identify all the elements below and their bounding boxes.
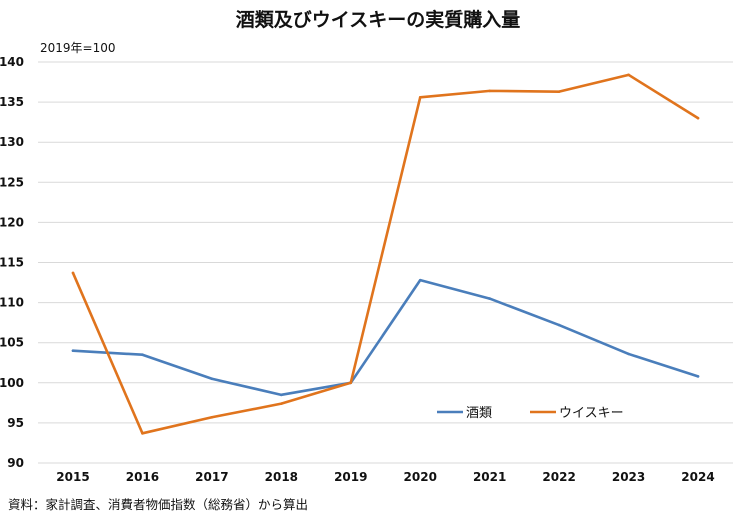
legend: 酒類 ウイスキー [437, 406, 624, 421]
data-point [627, 73, 630, 77]
gridlines [38, 61, 733, 464]
data-point [488, 297, 491, 300]
chart-title: 酒類及びウイスキーの実質購入量 [236, 8, 520, 31]
y-tick-label: 130 [0, 135, 24, 149]
data-point [557, 323, 561, 327]
series-lines [71, 73, 700, 435]
x-tick-label: 2016 [126, 470, 159, 484]
y-tick-label: 125 [0, 175, 24, 189]
y-tick-label: 135 [0, 95, 24, 109]
y-tick-label: 100 [0, 376, 24, 390]
series-line-0 [71, 278, 700, 397]
data-point [71, 349, 75, 353]
data-point [210, 415, 214, 419]
data-point [488, 89, 491, 93]
data-point [696, 375, 700, 378]
x-axis-ticks: 2015 2016 2017 2018 2019 2020 2021 2022 2023 2024 [56, 470, 714, 484]
data-point [418, 278, 422, 282]
unit-label: 2019年=100 [40, 41, 116, 55]
legend-label-1: ウイスキー [559, 406, 624, 421]
x-tick-label: 2019 [334, 470, 367, 484]
data-point [210, 377, 214, 381]
data-point [557, 90, 561, 93]
x-tick-label: 2022 [542, 470, 575, 484]
data-point [627, 352, 630, 356]
x-tick-label: 2018 [265, 470, 298, 484]
x-tick-label: 2015 [56, 470, 89, 484]
data-point [696, 116, 700, 120]
x-tick-label: 2021 [473, 470, 506, 484]
source-note: 資料：家計調査、消費者物価指数（総務省）から算出 [8, 497, 308, 512]
data-point [280, 393, 283, 397]
x-tick-label: 2017 [195, 470, 228, 484]
data-point [141, 432, 144, 435]
y-tick-label: 115 [0, 256, 24, 270]
y-tick-label: 90 [7, 456, 24, 470]
data-point [141, 353, 144, 357]
data-point [418, 95, 422, 99]
data-point [71, 271, 75, 275]
data-point [280, 402, 283, 405]
y-axis-ticks: 90 95 100 105 110 115 120 125 130 135 140 [0, 55, 24, 470]
x-tick-label: 2024 [681, 470, 714, 484]
y-tick-label: 95 [7, 416, 24, 430]
legend-label-0: 酒類 [466, 406, 492, 421]
y-tick-label: 140 [0, 55, 24, 69]
series-line-1 [71, 73, 700, 435]
x-tick-label: 2023 [612, 470, 645, 484]
y-tick-label: 120 [0, 215, 24, 229]
data-point [349, 381, 353, 385]
y-tick-label: 110 [0, 296, 24, 310]
y-tick-label: 105 [0, 336, 24, 350]
x-tick-label: 2020 [404, 470, 437, 484]
